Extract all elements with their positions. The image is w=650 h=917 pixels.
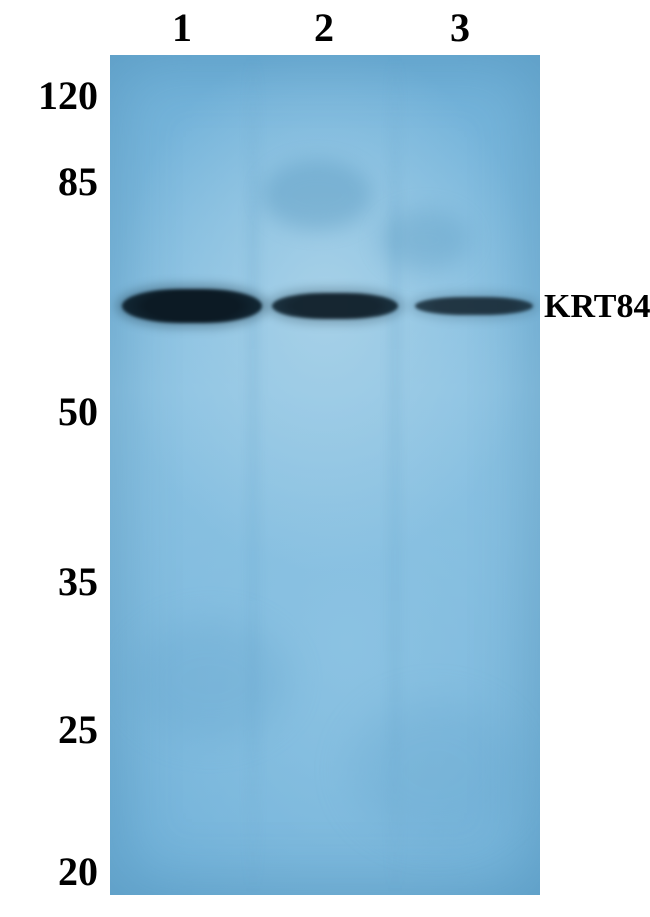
blot-membrane — [110, 55, 540, 895]
smudge-artifact — [130, 620, 290, 740]
smudge-artifact — [350, 700, 520, 840]
figure-container: 1 2 3 120 85 50 35 25 20 KRT84 — [0, 0, 650, 917]
mw-label-25: 25 — [58, 706, 98, 753]
smudge-artifact — [262, 160, 372, 230]
mw-label-85: 85 — [58, 158, 98, 205]
lane-streak — [246, 55, 260, 895]
band-lane-3 — [415, 297, 533, 315]
protein-label: KRT84 — [544, 288, 650, 326]
mw-label-50: 50 — [58, 388, 98, 435]
band-lane-1 — [122, 289, 262, 323]
lane-label-3: 3 — [450, 4, 470, 51]
lane-label-2: 2 — [314, 4, 334, 51]
mw-label-35: 35 — [58, 558, 98, 605]
band-lane-2 — [272, 293, 398, 319]
mw-label-120: 120 — [38, 72, 98, 119]
lane-label-1: 1 — [172, 4, 192, 51]
smudge-artifact — [380, 210, 470, 270]
mw-label-20: 20 — [58, 848, 98, 895]
